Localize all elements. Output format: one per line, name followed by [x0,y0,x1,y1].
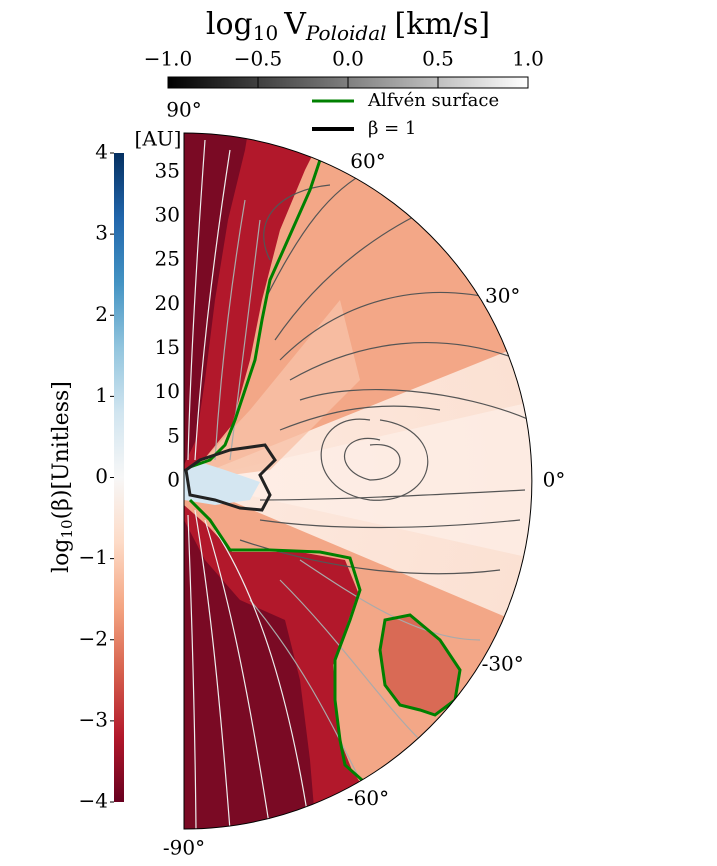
legend-label: Alfvén surface [367,90,499,111]
colorbar-tick-label: 0 [95,464,108,488]
angle-tick-label: 60° [350,149,385,173]
radial-tick-label: 15 [155,335,180,359]
radial-tick-label: 0 [167,468,180,492]
radial-axis-label: [AU] [135,127,182,151]
colorbar-tick-label: −4 [79,789,108,813]
axes: 0 5 10 15 20 25 30 35 90° 60° 30° 0° -30° -60° -90° [155,98,566,860]
radial-tick-label: 5 [167,423,180,447]
colorbar-tick-label: 2 [95,302,108,326]
colorbar-tick-label: −2 [79,626,108,650]
alfven-north [189,159,322,469]
colorbar-tick-label: 4 [95,140,108,164]
legend-label: β = 1 [368,118,416,139]
streamlines [239,169,531,575]
colorbar-tick-label: −1.0 [144,47,193,71]
radial-tick-label: 10 [155,379,180,403]
colorbar-top: −1.0 −0.5 0.0 0.5 1.0 [144,47,544,89]
colorbar-tick-label: 3 [95,221,108,245]
field-south-core [184,520,320,829]
radial-tick-label: 20 [155,291,180,315]
streamlines-light [214,199,481,781]
angle-tick-label: -90° [163,836,205,860]
radial-tick-label: 35 [155,158,180,182]
radial-tick-label: 30 [155,203,180,227]
angle-tick-label: 30° [485,284,520,308]
angle-tick-label: -30° [482,652,524,676]
colorbar-tick-label: 1 [95,383,108,407]
colorbar-tick-label: −0.5 [234,47,283,71]
colorbar-tick-label: 0.0 [332,47,364,71]
radial-tick-label: 25 [155,247,180,271]
colorbar-tick-label: 1.0 [512,47,544,71]
angle-tick-label: 90° [166,98,201,122]
colorbar-tick-label: 0.5 [422,47,454,71]
legend: Alfvén surface β = 1 [312,90,499,139]
plot-frame [183,132,533,830]
field-disk [184,462,260,505]
alfven-south [188,498,363,782]
alfven-loop [378,613,462,717]
colorbar-label: log10(β)[Unitless] [49,381,76,573]
angle-tick-label: -60° [347,786,389,810]
streamlines-white [187,139,311,829]
field [184,133,532,829]
field-equator-core [184,400,532,560]
colorbar-title: log10 VPoloidal [km/s] [206,7,490,45]
angle-tick-label: 0° [543,468,566,492]
colorbar-bar [114,153,124,802]
colorbar-tick-label: −1 [79,545,108,569]
beta-contour [184,443,277,512]
colorbar-left: −4 −3 −2 −1 0 1 2 3 4 [79,140,124,813]
colorbar-tick-label: −3 [79,707,108,731]
